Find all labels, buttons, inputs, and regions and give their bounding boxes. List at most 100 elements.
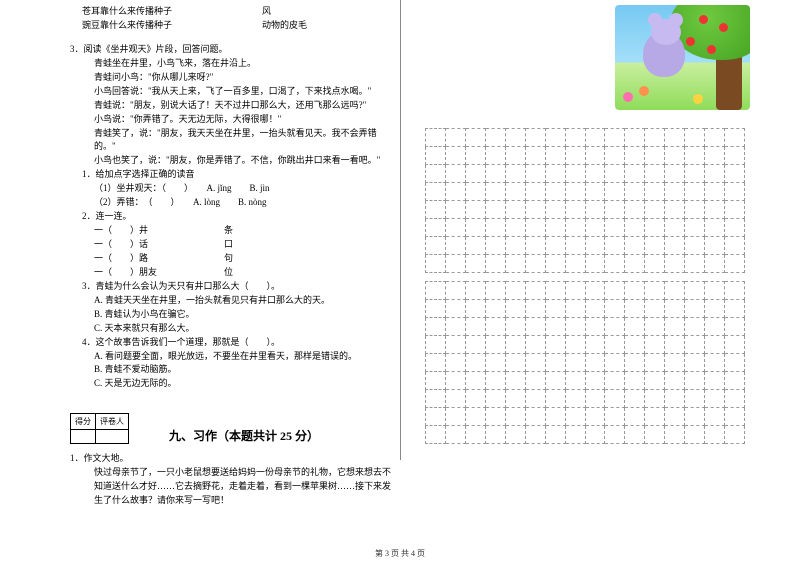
writing-cell <box>445 201 465 219</box>
passage-line: 小鸟也笑了，说："朋友，你是弄错了。不信，你跳出井口来看一看吧。" <box>70 154 395 168</box>
writing-cell <box>665 183 685 201</box>
writing-cell <box>525 237 545 255</box>
writing-cell <box>725 255 745 273</box>
writing-cell <box>485 390 505 408</box>
writing-cell <box>605 201 625 219</box>
writing-cell <box>685 219 705 237</box>
writing-cell <box>705 129 725 147</box>
q3-passage: 青蛙坐在井里，小鸟飞来，落在井沿上。青蛙问小鸟："你从哪儿来呀?"小鸟回答说："… <box>70 57 395 169</box>
writing-cell <box>725 300 745 318</box>
writing-cell <box>645 372 665 390</box>
passage-line: 青蛙笑了，说："朋友，我天天坐在井里，一抬头就看见天。我不会弄错的。" <box>70 127 395 155</box>
writing-cell <box>426 237 446 255</box>
writing-cell <box>625 372 645 390</box>
writing-cell <box>545 201 565 219</box>
seed-row-1: 苍耳靠什么来传播种子 风 <box>70 5 395 19</box>
writing-cell <box>485 147 505 165</box>
writing-cell <box>445 354 465 372</box>
writing-cell <box>705 300 725 318</box>
writing-cell <box>545 318 565 336</box>
writing-cell <box>605 165 625 183</box>
writing-cell <box>505 336 525 354</box>
writing-cell <box>565 336 585 354</box>
writing-cell <box>465 219 485 237</box>
writing-cell <box>426 147 446 165</box>
writing-cell <box>725 390 745 408</box>
essay-head: 1．作文大地。 <box>70 452 395 466</box>
writing-cell <box>625 354 645 372</box>
writing-cell <box>505 237 525 255</box>
writing-cell <box>585 147 605 165</box>
writing-cell <box>465 147 485 165</box>
writing-cell <box>605 390 625 408</box>
writing-cell <box>705 318 725 336</box>
writing-cell <box>585 201 605 219</box>
q3-sub1-title: 1．给加点字选择正确的读音 <box>70 168 395 182</box>
writing-cell <box>525 318 545 336</box>
writing-cell <box>665 165 685 183</box>
writing-cell <box>426 282 446 300</box>
writing-cell <box>426 390 446 408</box>
writing-cell <box>725 426 745 444</box>
writing-cell <box>545 354 565 372</box>
writing-cell <box>545 255 565 273</box>
writing-cell <box>525 408 545 426</box>
writing-cell <box>565 147 585 165</box>
writing-cell <box>685 354 705 372</box>
writing-cell <box>685 336 705 354</box>
writing-cell <box>625 183 645 201</box>
writing-cell <box>725 354 745 372</box>
option: B. 青蛙不爱动脑筋。 <box>70 363 395 377</box>
writing-cell <box>445 408 465 426</box>
writing-cell <box>725 219 745 237</box>
writing-cell <box>485 318 505 336</box>
writing-cell <box>445 219 465 237</box>
writing-cell <box>585 354 605 372</box>
writing-cell <box>665 426 685 444</box>
writing-cell <box>445 165 465 183</box>
writing-cell <box>485 408 505 426</box>
writing-cell <box>725 129 745 147</box>
writing-cell <box>625 336 645 354</box>
seed-q2: 豌豆靠什么来传播种子 <box>82 19 262 33</box>
writing-cell <box>605 354 625 372</box>
writing-cell <box>645 219 665 237</box>
writing-cell <box>725 165 745 183</box>
pinyin-choice: （2）弄错： （ ） A. lòng B. nòng <box>70 196 395 210</box>
writing-cell <box>705 354 725 372</box>
writing-cell <box>645 165 665 183</box>
writing-cell <box>565 408 585 426</box>
writing-cell <box>565 219 585 237</box>
writing-cell <box>525 282 545 300</box>
writing-cell <box>605 336 625 354</box>
writing-cell <box>525 219 545 237</box>
writing-cell <box>505 147 525 165</box>
writing-cell <box>545 336 565 354</box>
writing-cell <box>485 282 505 300</box>
writing-cell <box>625 426 645 444</box>
writing-cell <box>485 219 505 237</box>
seed-a2: 动物的皮毛 <box>262 19 307 33</box>
writing-cell <box>505 282 525 300</box>
writing-cell <box>545 372 565 390</box>
writing-cell <box>605 255 625 273</box>
writing-cell <box>505 165 525 183</box>
option: A. 青蛙天天坐在井里，一抬头就看见只有井口那么大的天。 <box>70 294 395 308</box>
writing-cell <box>465 408 485 426</box>
writing-cell <box>605 183 625 201</box>
writing-cell <box>685 183 705 201</box>
writing-cell <box>525 165 545 183</box>
writing-cell <box>645 201 665 219</box>
writing-cell <box>605 318 625 336</box>
q3-sub2-title: 2．连一连。 <box>70 210 395 224</box>
writing-cell <box>625 408 645 426</box>
writing-cell <box>705 237 725 255</box>
passage-line: 青蛙问小鸟："你从哪儿来呀?" <box>70 71 395 85</box>
writing-cell <box>545 129 565 147</box>
writing-cell <box>465 129 485 147</box>
writing-cell <box>625 318 645 336</box>
writing-cell <box>585 318 605 336</box>
writing-cell <box>525 336 545 354</box>
writing-cell <box>485 426 505 444</box>
writing-cell <box>585 426 605 444</box>
